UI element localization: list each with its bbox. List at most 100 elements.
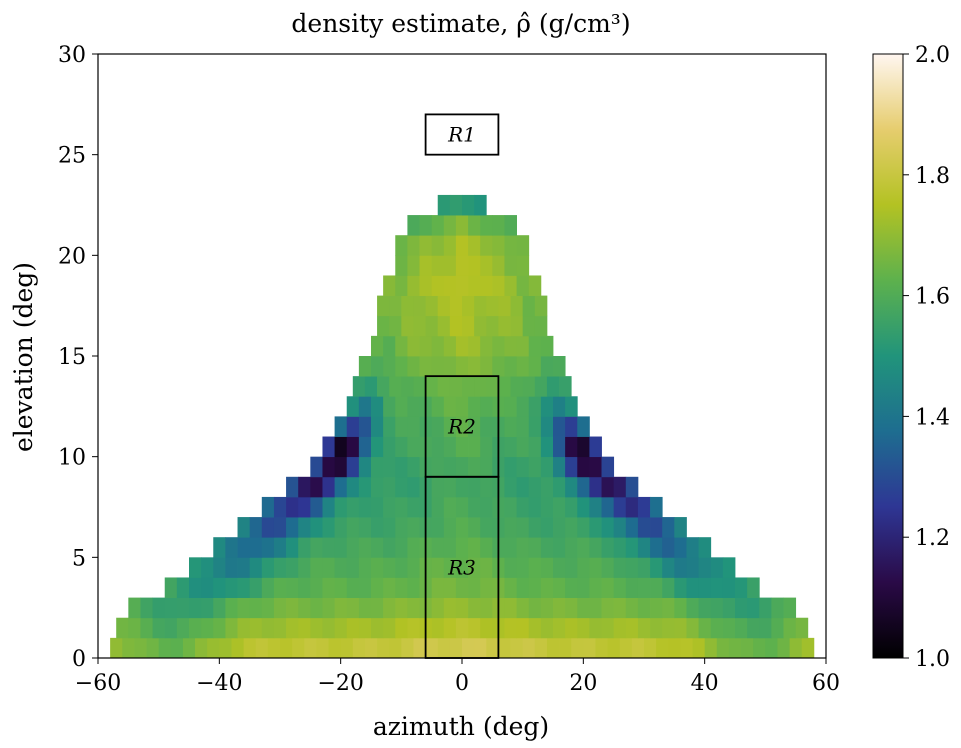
heatmap-cell [292,637,305,659]
heatmap-cell [625,617,639,639]
heatmap-cell [443,617,457,639]
heatmap-cell [789,637,803,659]
heatmap-cell [540,557,554,578]
heatmap-cell [413,376,426,397]
heatmap-cell [637,537,651,558]
heatmap-cell [286,476,299,498]
heatmap-cell [516,335,530,357]
heatmap-cell [480,597,493,619]
heatmap-cell [334,517,348,538]
heatmap-cell [346,436,360,458]
y-tick-label: 0 [72,647,86,672]
heatmap-cell [492,215,505,236]
heatmap-cell [619,637,633,659]
heatmap-cell [383,456,396,478]
heatmap-cell [613,537,627,558]
x-tick-label: 40 [691,671,719,696]
heatmap-cell [650,517,663,538]
heatmap-cell [407,577,420,598]
heatmap-cell [364,376,378,397]
x-tick-label: −40 [196,671,242,696]
heatmap-cell [455,215,469,236]
heatmap-cell [565,416,578,437]
heatmap-cell [383,537,396,558]
heatmap-cell [480,235,493,256]
heatmap-cell [425,376,439,397]
heatmap-cell [334,476,348,498]
heatmap-cell [601,557,615,578]
heatmap-cell [407,537,420,558]
colorbar-tick-label: 1.6 [915,285,950,310]
heatmap-cell [492,235,505,256]
heatmap-cell [182,637,196,659]
heatmap-cell [401,376,414,397]
heatmap-cell [298,617,311,639]
heatmap-cell [346,597,360,619]
heatmap-cell [431,537,445,558]
heatmap-cell [631,637,645,659]
heatmap-cell [589,597,602,619]
heatmap-cell [455,416,469,437]
heatmap-cell [389,637,402,659]
heatmap-cell [383,335,396,357]
heatmap-cell [613,597,627,619]
heatmap-cell [722,577,736,598]
heatmap-cell [383,597,396,619]
heatmap-cell [443,517,457,538]
heatmap-cell [504,416,517,437]
heatmap-cell [468,597,481,619]
heatmap-cell [480,476,493,498]
heatmap-cell [358,496,372,518]
heatmap-cell [486,637,499,659]
heatmap-cell [565,456,578,478]
region-label-r3: R3 [447,555,476,579]
heatmap-cell [546,376,560,397]
heatmap-cell [158,637,172,659]
heatmap-cell [431,476,445,498]
heatmap-cell [407,215,420,236]
heatmap-cell [516,617,530,639]
heatmap-cell [759,617,772,639]
heatmap-cell [480,215,493,236]
heatmap-cell [395,517,408,538]
heatmap-cell [334,496,348,518]
heatmap-cell [480,255,493,276]
heatmap-cell [443,557,457,578]
heatmap-cell [759,597,772,619]
heatmap-cell [480,416,493,437]
heatmap-cell [474,295,487,317]
heatmap-cell [201,617,214,639]
heatmap-cell [504,335,517,357]
x-tick-label: 0 [455,671,469,696]
heatmap-cell [395,496,408,518]
heatmap-cell [528,517,542,538]
heatmap-cell [504,275,517,296]
heatmap-cell [261,557,275,578]
heatmap-cell [492,255,505,276]
heatmap-cell [298,577,311,598]
heatmap-cell [358,557,372,578]
heatmap-cell [407,496,420,518]
heatmap-cell [650,537,663,558]
heatmap-cell [474,376,487,397]
heatmap-cell [462,376,475,397]
heatmap-cell [249,597,263,619]
heatmap-cell [237,597,251,619]
y-tick-label: 5 [72,546,86,571]
heatmap-cell [449,194,463,216]
heatmap-cell [431,396,445,417]
heatmap-cell [516,496,530,518]
heatmap-cell [225,597,238,619]
heatmap-cell [468,617,481,639]
heatmap-cell [480,335,493,357]
heatmap-cell [595,637,608,659]
heatmap-cell [540,496,554,518]
heatmap-cell [371,476,384,498]
heatmap-cell [346,456,360,478]
heatmap-cell [383,496,396,518]
heatmap-cell [286,557,299,578]
heatmap-cell [516,577,530,598]
heatmap-cell [316,637,329,659]
heatmap-cell [267,637,281,659]
heatmap-cell [431,215,445,236]
